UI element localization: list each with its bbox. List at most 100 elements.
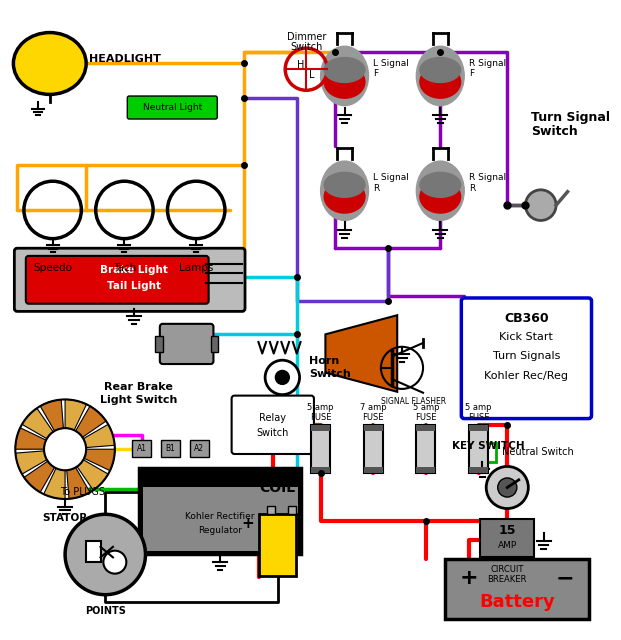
Text: CIRCUIT: CIRCUIT	[491, 565, 524, 574]
FancyBboxPatch shape	[232, 396, 314, 454]
Text: Neutral Light: Neutral Light	[143, 103, 202, 112]
Text: POINTS: POINTS	[85, 606, 125, 616]
Text: Lamps: Lamps	[179, 262, 214, 273]
Text: 5 amp
FUSE: 5 amp FUSE	[413, 403, 439, 422]
Text: Tail Light: Tail Light	[107, 280, 161, 291]
Bar	[364, 467, 383, 473]
Text: B1: B1	[165, 444, 175, 452]
Ellipse shape	[324, 58, 365, 83]
FancyBboxPatch shape	[160, 324, 214, 364]
Text: BREAKER: BREAKER	[487, 575, 527, 584]
Bar	[132, 440, 152, 457]
Ellipse shape	[320, 161, 368, 220]
Text: To PLUGS: To PLUGS	[60, 487, 106, 497]
Bar	[138, 468, 301, 554]
Text: SIGNAL FLASHER: SIGNAL FLASHER	[381, 397, 446, 406]
Bar	[189, 440, 209, 457]
Text: A2: A2	[194, 444, 204, 452]
Text: HEADLIGHT: HEADLIGHT	[89, 54, 161, 64]
Wedge shape	[24, 461, 55, 492]
Text: STATOR: STATOR	[42, 513, 88, 524]
Bar	[311, 426, 330, 473]
Ellipse shape	[416, 46, 465, 106]
Circle shape	[265, 360, 299, 395]
Text: AMP: AMP	[497, 541, 517, 550]
Text: Kohler Rec/Reg: Kohler Rec/Reg	[484, 371, 568, 381]
Bar	[211, 336, 218, 351]
Circle shape	[274, 370, 290, 385]
Text: KEY SWITCH: KEY SWITCH	[452, 441, 525, 451]
Text: Kick Start: Kick Start	[499, 332, 553, 342]
Text: 15: 15	[499, 524, 516, 537]
FancyBboxPatch shape	[127, 96, 217, 119]
Bar	[481, 519, 534, 557]
Text: CB360: CB360	[504, 312, 549, 324]
Text: Neutral Switch: Neutral Switch	[502, 447, 574, 457]
Polygon shape	[325, 316, 397, 392]
Ellipse shape	[324, 65, 365, 98]
Text: R Signal
R: R Signal R	[469, 173, 506, 193]
Text: Brake Light: Brake Light	[100, 265, 168, 275]
Wedge shape	[65, 399, 86, 430]
Wedge shape	[76, 406, 106, 437]
Bar	[143, 488, 297, 550]
Wedge shape	[22, 408, 53, 438]
Text: 7 amp
FUSE: 7 amp FUSE	[360, 403, 387, 422]
Text: +: +	[460, 568, 478, 588]
Text: COIL: COIL	[260, 481, 296, 495]
Bar	[260, 514, 296, 576]
Circle shape	[44, 428, 86, 470]
Text: A1: A1	[137, 444, 147, 452]
Bar	[445, 559, 589, 619]
Bar	[416, 467, 435, 473]
FancyBboxPatch shape	[14, 248, 245, 312]
Bar	[86, 541, 101, 562]
Text: Kohler Rectifier: Kohler Rectifier	[186, 512, 255, 521]
Text: Switch: Switch	[256, 428, 289, 438]
Wedge shape	[77, 460, 108, 490]
Text: −: −	[555, 568, 574, 588]
Ellipse shape	[14, 33, 86, 95]
Text: H: H	[297, 60, 304, 70]
Bar	[364, 426, 383, 473]
Bar	[311, 426, 330, 431]
Wedge shape	[16, 428, 46, 449]
Ellipse shape	[416, 161, 465, 220]
Text: L: L	[309, 70, 315, 80]
Bar	[469, 467, 488, 473]
Bar	[469, 426, 488, 473]
FancyBboxPatch shape	[26, 256, 209, 304]
Wedge shape	[84, 449, 115, 470]
Bar	[416, 426, 435, 473]
Bar	[155, 336, 163, 351]
Bar	[469, 426, 488, 431]
Text: Battery: Battery	[479, 593, 555, 611]
Wedge shape	[16, 451, 47, 474]
Text: Regulator: Regulator	[198, 526, 242, 535]
Ellipse shape	[420, 180, 461, 213]
Circle shape	[486, 467, 528, 509]
Bar	[267, 506, 274, 514]
Text: 5 amp
FUSE: 5 amp FUSE	[307, 403, 334, 422]
Bar	[364, 426, 383, 431]
Text: +: +	[242, 516, 255, 531]
Text: L Signal
R: L Signal R	[373, 173, 409, 193]
Ellipse shape	[324, 180, 365, 213]
Text: Turn Signals: Turn Signals	[492, 351, 560, 362]
Text: L Signal
F: L Signal F	[373, 59, 409, 78]
Text: Rear Brake: Rear Brake	[104, 382, 173, 392]
Bar	[288, 506, 296, 514]
Circle shape	[65, 515, 145, 595]
Wedge shape	[40, 399, 63, 431]
Ellipse shape	[320, 46, 368, 106]
Wedge shape	[66, 467, 90, 499]
Text: 5 amp
FUSE: 5 amp FUSE	[465, 403, 492, 422]
Bar	[161, 440, 180, 457]
Ellipse shape	[420, 172, 461, 197]
FancyBboxPatch shape	[461, 298, 591, 419]
Circle shape	[497, 478, 517, 497]
Bar	[469, 442, 496, 461]
Text: Switch: Switch	[290, 42, 322, 52]
Text: Dimmer: Dimmer	[286, 33, 326, 42]
Wedge shape	[43, 468, 65, 499]
